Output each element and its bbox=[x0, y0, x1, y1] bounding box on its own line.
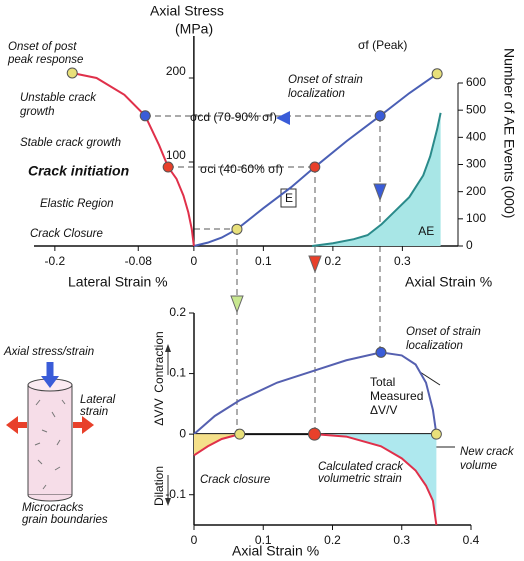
point bbox=[139, 110, 151, 122]
lateral-arrow bbox=[6, 416, 18, 434]
y-tick-label: 200 bbox=[166, 64, 186, 78]
annotation: Measured bbox=[370, 389, 423, 403]
annotation: Calculated crack bbox=[318, 461, 404, 473]
axis-arrow bbox=[165, 498, 171, 506]
y-tick-label: 0.1 bbox=[169, 366, 186, 380]
x-axis-label: Axial Strain % bbox=[405, 274, 492, 290]
specimen-bottom bbox=[27, 494, 73, 502]
annotation: σf (Peak) bbox=[358, 38, 407, 52]
annotation: volume bbox=[460, 460, 497, 472]
area bbox=[314, 434, 437, 525]
annotation: Elastic Region bbox=[40, 198, 114, 210]
x-axis-label: Lateral Strain % bbox=[68, 274, 168, 290]
point bbox=[309, 161, 321, 173]
point bbox=[162, 161, 174, 173]
x-tick-label: -0.08 bbox=[125, 254, 153, 268]
chart-title: Axial Stress bbox=[150, 3, 224, 19]
specimen bbox=[27, 384, 73, 496]
x-tick-label: 0 bbox=[191, 533, 198, 547]
y-tick-label: 0.2 bbox=[169, 305, 186, 319]
x-tick-label: 0 bbox=[191, 254, 198, 268]
annotation: σcd (70-90% σf) bbox=[190, 110, 277, 124]
y2-tick-label: 300 bbox=[466, 157, 486, 171]
annotation: Onset of post bbox=[8, 41, 77, 53]
annotation: growth bbox=[20, 106, 55, 118]
area bbox=[312, 112, 441, 246]
microcracks bbox=[34, 399, 66, 490]
lateral-arrow bbox=[73, 422, 83, 428]
x-axis-label: Axial Strain % bbox=[232, 543, 319, 559]
series-label: AE bbox=[418, 224, 434, 238]
y2-tick-label: 600 bbox=[466, 75, 486, 89]
x-tick-label: 0.2 bbox=[324, 533, 341, 547]
x-tick-label: 0.3 bbox=[394, 254, 411, 268]
layout bbox=[6, 111, 455, 506]
arrow-marker bbox=[373, 183, 387, 202]
y2-tick-label: 100 bbox=[466, 211, 486, 225]
lateral-arrow bbox=[17, 422, 27, 428]
annotation: Total bbox=[370, 375, 395, 389]
y2-tick-label: 500 bbox=[466, 102, 486, 116]
point bbox=[375, 346, 387, 358]
annotation: E bbox=[285, 191, 293, 205]
point bbox=[66, 67, 78, 79]
y2-tick-label: 0 bbox=[466, 238, 473, 252]
arrow-marker bbox=[276, 111, 290, 125]
inset-label: Lateral bbox=[80, 394, 116, 406]
axial-arrow bbox=[41, 376, 59, 388]
axis-arrow bbox=[165, 344, 171, 352]
inset-label: Axial stress/strain bbox=[3, 346, 94, 358]
series-line bbox=[311, 112, 442, 247]
x-tick-label: 0.3 bbox=[393, 533, 410, 547]
inset-label: grain boundaries bbox=[22, 514, 108, 526]
annotation: Dilation bbox=[152, 466, 166, 506]
series-line bbox=[193, 72, 438, 247]
annotation: Stable crack growth bbox=[20, 137, 121, 149]
y-tick-label: 0 bbox=[179, 426, 186, 440]
annotation: Crack closure bbox=[200, 474, 270, 486]
annotation: volumetric strain bbox=[318, 473, 402, 485]
series-line bbox=[314, 433, 438, 526]
chart-subtitle: (MPa) bbox=[175, 21, 213, 37]
annotation: Crack initiation bbox=[28, 163, 129, 179]
annotation: ΔV/V bbox=[370, 403, 397, 417]
annotation: localization bbox=[288, 88, 345, 100]
annotation: Contraction bbox=[152, 331, 166, 392]
annotation: localization bbox=[406, 340, 463, 352]
series-line bbox=[193, 351, 438, 435]
point bbox=[234, 428, 246, 440]
annotation: σci (40-60% σf) bbox=[200, 162, 283, 176]
inset-label: Microcracks bbox=[22, 502, 84, 514]
annotation: Unstable crack bbox=[20, 92, 97, 104]
annotation: Crack Closure bbox=[30, 228, 103, 240]
y2-tick-label: 400 bbox=[466, 130, 486, 144]
lateral-arrow bbox=[82, 416, 94, 434]
x-tick-label: 0.1 bbox=[255, 254, 272, 268]
area bbox=[194, 434, 240, 456]
connector bbox=[145, 115, 381, 434]
x-tick-label: -0.2 bbox=[45, 254, 66, 268]
x-tick-label: 0.2 bbox=[325, 254, 342, 268]
arrow-marker bbox=[308, 255, 322, 274]
annotation: peak response bbox=[7, 54, 83, 66]
arrow-marker bbox=[230, 295, 244, 314]
point bbox=[374, 110, 386, 122]
x-tick-label: 0.1 bbox=[255, 533, 272, 547]
point bbox=[431, 68, 443, 80]
y-axis-label: ΔV/V bbox=[152, 398, 166, 425]
series-line bbox=[193, 433, 240, 457]
y2-axis-label: Number of AE Events (000) bbox=[501, 48, 517, 218]
inset-label: strain bbox=[80, 406, 108, 418]
annotation: New crack bbox=[460, 446, 515, 458]
x-tick-label: 0.4 bbox=[463, 533, 480, 547]
annotation: Onset of strain bbox=[288, 74, 363, 86]
point bbox=[231, 223, 243, 235]
y-tick-label: 100 bbox=[166, 148, 186, 162]
y2-tick-label: 200 bbox=[466, 184, 486, 198]
point bbox=[307, 427, 321, 441]
point bbox=[430, 428, 442, 440]
annotation: Onset of strain bbox=[406, 326, 481, 338]
y-tick-label: -0.1 bbox=[165, 487, 186, 501]
